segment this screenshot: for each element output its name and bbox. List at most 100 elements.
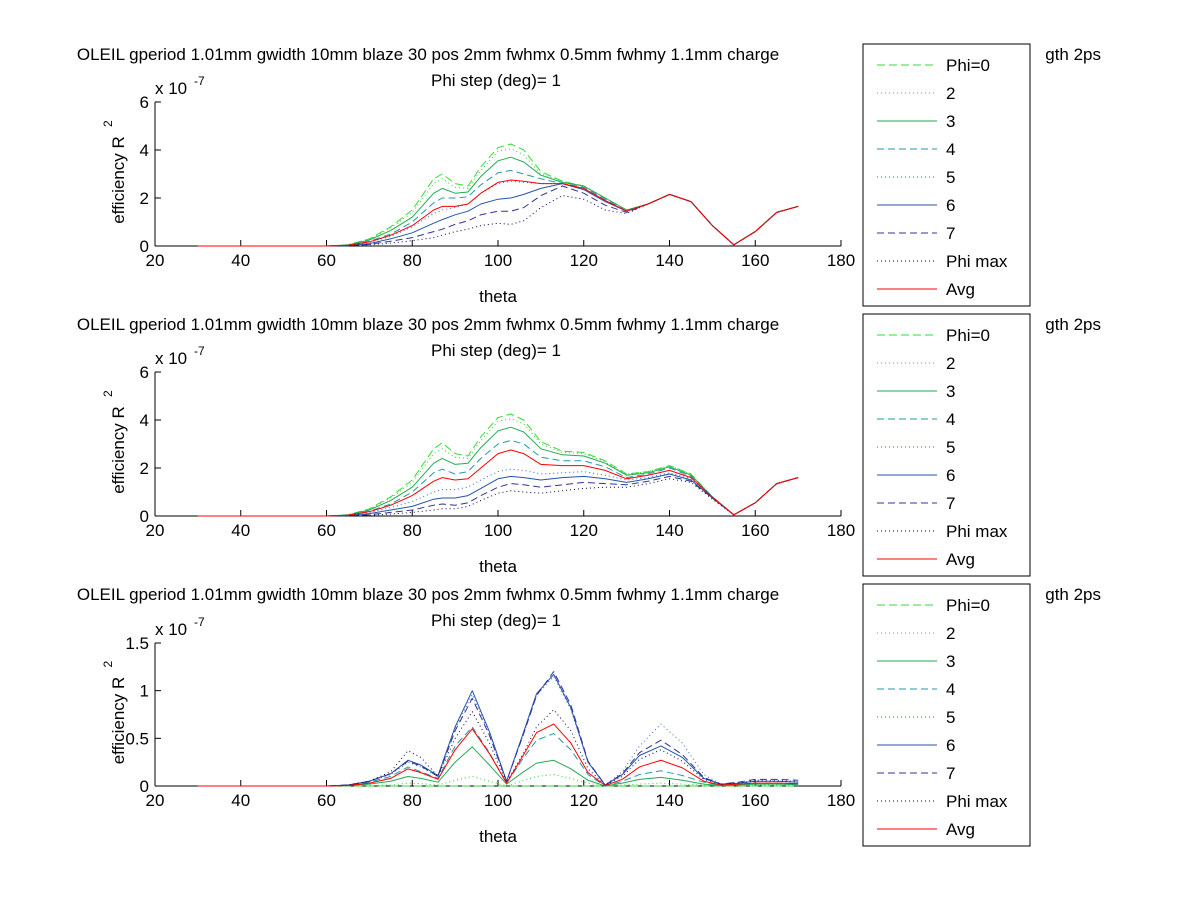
panel-title: OLEIL gperiod 1.01mm gwidth 10mm blaze 3… [77,45,779,64]
x-tick-label: 20 [146,251,165,270]
y-tick-label: 2 [140,459,149,478]
series-line-avg [197,449,799,517]
panel-title-tail: gth 2ps [1045,45,1101,64]
x-tick-label: 80 [403,791,422,810]
x-axis-label: theta [479,827,517,846]
y-axis-label: efficiency R [109,406,128,494]
x-tick-label: 60 [317,251,336,270]
legend-label: 3 [946,652,955,671]
legend-label: Phi=0 [946,596,990,615]
y-multiplier: x 10 [155,620,187,639]
legend-label: Avg [946,550,975,569]
legend-label: 7 [946,494,955,513]
y-tick-label: 4 [140,411,149,430]
y-tick-label: 0 [140,237,149,256]
x-tick-label: 160 [741,791,769,810]
x-tick-label: 140 [655,521,683,540]
panel-subtitle: Phi step (deg)= 1 [431,71,561,90]
y-tick-label: 4 [140,141,149,160]
x-tick-label: 140 [655,791,683,810]
x-tick-label: 100 [484,521,512,540]
series-line-phimax [197,193,799,247]
x-tick-label: 20 [146,521,165,540]
y-multiplier-exponent: -7 [194,344,205,358]
legend-label: 4 [946,140,955,159]
legend-label: Phi max [946,522,1008,541]
legend-label: Phi=0 [946,56,990,75]
legend-label: 5 [946,708,955,727]
legend-label: 6 [946,196,955,215]
series-line-phi4 [197,169,799,247]
panel-3: OLEIL gperiod 1.01mm gwidth 10mm blaze 3… [77,583,1101,847]
x-tick-label: 160 [741,521,769,540]
x-tick-label: 20 [146,791,165,810]
series-line-phi3 [197,746,799,787]
panel-2: OLEIL gperiod 1.01mm gwidth 10mm blaze 3… [77,313,1101,577]
legend: Phi=0 2 3 4 5 6 7 Phi max Avg [862,313,1031,577]
legend-label: Avg [946,280,975,299]
legend: Phi=0 2 3 4 5 6 7 Phi max Avg [862,583,1031,847]
x-tick-label: 40 [231,251,250,270]
legend-label: 5 [946,438,955,457]
y-axis-label: efficiency R [109,677,128,765]
x-tick-label: 180 [827,791,855,810]
legend-box [862,583,1031,847]
x-axis-label: theta [479,557,517,576]
x-tick-label: 100 [484,251,512,270]
y-axis-label: efficiency R [109,136,128,224]
x-tick-label: 80 [403,521,422,540]
series-line-avg [197,723,799,787]
legend-box [862,313,1031,577]
y-multiplier-exponent: -7 [194,74,205,88]
x-tick-label: 40 [231,791,250,810]
series-line-phi7 [197,475,799,517]
x-tick-label: 140 [655,251,683,270]
y-multiplier: x 10 [155,79,187,98]
series-group [197,671,799,787]
legend-label: 2 [946,84,955,103]
legend-label: 3 [946,382,955,401]
x-tick-label: 120 [570,791,598,810]
legend-label: 2 [946,354,955,373]
y-tick-label: 6 [140,363,149,382]
series-line-phimax [197,709,799,787]
series-line-phi2 [197,148,799,247]
panel-subtitle: Phi step (deg)= 1 [431,341,561,360]
y-multiplier: x 10 [155,349,187,368]
panel-title: OLEIL gperiod 1.01mm gwidth 10mm blaze 3… [77,585,779,604]
legend-label: 3 [946,112,955,131]
legend-label: 6 [946,736,955,755]
panel-1: OLEIL gperiod 1.01mm gwidth 10mm blaze 3… [77,43,1101,307]
y-tick-label: 0 [140,777,149,796]
y-tick-label: 1.5 [125,634,149,653]
legend-label: 2 [946,624,955,643]
legend-label: 4 [946,410,955,429]
series-line-phimax [197,477,799,517]
y-tick-label: 0 [140,507,149,526]
series-line-phi0 [197,413,799,517]
legend-label: Phi max [946,792,1008,811]
legend-label: Avg [946,820,975,839]
legend-label: 4 [946,680,955,699]
series-line-phi7 [197,671,799,787]
legend-label: 7 [946,764,955,783]
y-axis-label-sup: 2 [101,120,115,127]
x-axis-label: theta [479,287,517,306]
y-multiplier-exponent: -7 [194,615,205,629]
panel-title-tail: gth 2ps [1045,585,1101,604]
x-tick-label: 80 [403,251,422,270]
x-tick-label: 40 [231,521,250,540]
series-line-phi7 [197,185,799,247]
x-tick-label: 100 [484,791,512,810]
x-tick-label: 160 [741,251,769,270]
legend-label: 5 [946,168,955,187]
series-line-avg [197,179,799,247]
panel-title-tail: gth 2ps [1045,315,1101,334]
panel-title: OLEIL gperiod 1.01mm gwidth 10mm blaze 3… [77,315,779,334]
x-tick-label: 120 [570,521,598,540]
series-line-phi4 [197,439,799,517]
panels: OLEIL gperiod 1.01mm gwidth 10mm blaze 3… [77,43,1101,847]
x-tick-label: 180 [827,521,855,540]
series-line-phi3 [197,426,799,517]
x-tick-label: 60 [317,791,336,810]
